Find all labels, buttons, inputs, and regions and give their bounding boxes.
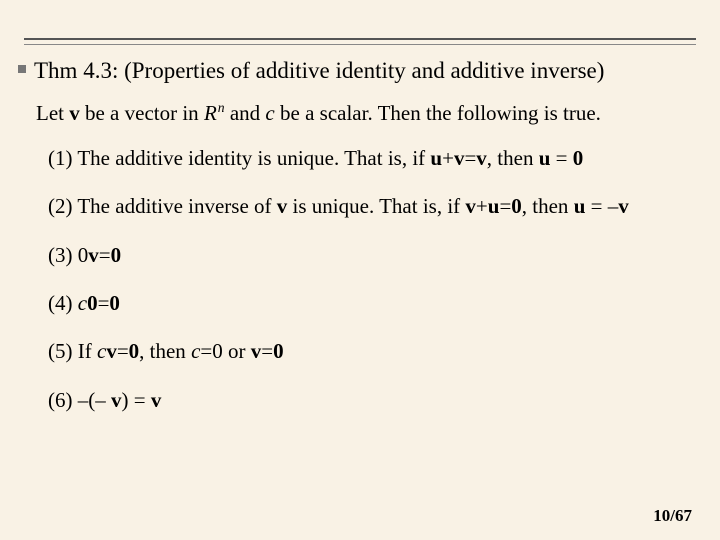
item-sym: v <box>111 388 122 412</box>
theorem-heading: Thm 4.3: (Properties of additive identit… <box>18 58 702 84</box>
intro-text: be a scalar. Then the following is true. <box>275 101 601 125</box>
intro-exp: n <box>218 100 225 115</box>
intro-text: and <box>225 101 266 125</box>
item-sym: v <box>476 146 487 170</box>
item-text: + <box>476 194 488 218</box>
item-text: = – <box>585 194 618 218</box>
theorem-items: (1) The additive identity is unique. Tha… <box>48 144 698 434</box>
slide: Thm 4.3: (Properties of additive identit… <box>0 0 720 540</box>
item-sym: 0 <box>129 339 140 363</box>
page-number: 10/67 <box>653 506 692 526</box>
item-text: = <box>99 243 111 267</box>
item-text: =0 or <box>200 339 250 363</box>
item-sym: v <box>618 194 629 218</box>
item-sym: v <box>465 194 476 218</box>
item-text: + <box>442 146 454 170</box>
item-sym: 0 <box>573 146 584 170</box>
header-rule-top <box>24 38 696 40</box>
intro-text: be a vector in <box>80 101 204 125</box>
item-text: (3) 0 <box>48 243 88 267</box>
theorem-label: Thm 4.3: (Properties of additive identit… <box>34 58 604 83</box>
item-text: (1) The additive identity is unique. Tha… <box>48 146 430 170</box>
item-sym: v <box>454 146 465 170</box>
item-text: , then <box>487 146 539 170</box>
item-text: , then <box>139 339 191 363</box>
item-text: = <box>499 194 511 218</box>
intro-R: R <box>204 101 217 125</box>
item-text: = <box>550 146 572 170</box>
item-sym: c <box>97 339 106 363</box>
item-text: = <box>464 146 476 170</box>
item-3: (3) 0v=0 <box>48 241 698 269</box>
item-sym: c <box>191 339 200 363</box>
intro-v: v <box>69 101 80 125</box>
item-6: (6) –(– v) = v <box>48 386 698 414</box>
item-text: (6) –(– <box>48 388 111 412</box>
item-text: (2) The additive inverse of <box>48 194 277 218</box>
item-sym: 0 <box>273 339 284 363</box>
item-sym: 0 <box>109 291 120 315</box>
item-text: , then <box>522 194 574 218</box>
item-4: (4) c0=0 <box>48 289 698 317</box>
bullet-icon <box>18 65 26 73</box>
item-sym: 0 <box>111 243 122 267</box>
item-text: = <box>117 339 129 363</box>
item-sym: 0 <box>511 194 522 218</box>
item-5: (5) If cv=0, then c=0 or v=0 <box>48 337 698 365</box>
item-text: = <box>98 291 110 315</box>
header-rule-bottom <box>24 44 696 45</box>
item-sym: v <box>106 339 117 363</box>
item-1: (1) The additive identity is unique. Tha… <box>48 144 698 172</box>
item-text: (5) If <box>48 339 97 363</box>
header-rules <box>24 38 696 45</box>
item-sym: v <box>151 388 162 412</box>
intro-c: c <box>265 101 274 125</box>
theorem-intro: Let v be a vector in Rn and c be a scala… <box>36 100 696 126</box>
item-sym: u <box>574 194 586 218</box>
item-sym: u <box>430 146 442 170</box>
item-text: ) = <box>121 388 150 412</box>
item-sym: v <box>277 194 288 218</box>
item-text: (4) <box>48 291 78 315</box>
item-sym: c <box>78 291 87 315</box>
item-text: is unique. That is, if <box>287 194 465 218</box>
item-sym: v <box>251 339 262 363</box>
item-sym: v <box>88 243 99 267</box>
item-sym: u <box>539 146 551 170</box>
item-sym: 0 <box>87 291 98 315</box>
item-text: = <box>261 339 273 363</box>
item-sym: u <box>488 194 500 218</box>
item-2: (2) The additive inverse of v is unique.… <box>48 192 698 220</box>
intro-text: Let <box>36 101 69 125</box>
